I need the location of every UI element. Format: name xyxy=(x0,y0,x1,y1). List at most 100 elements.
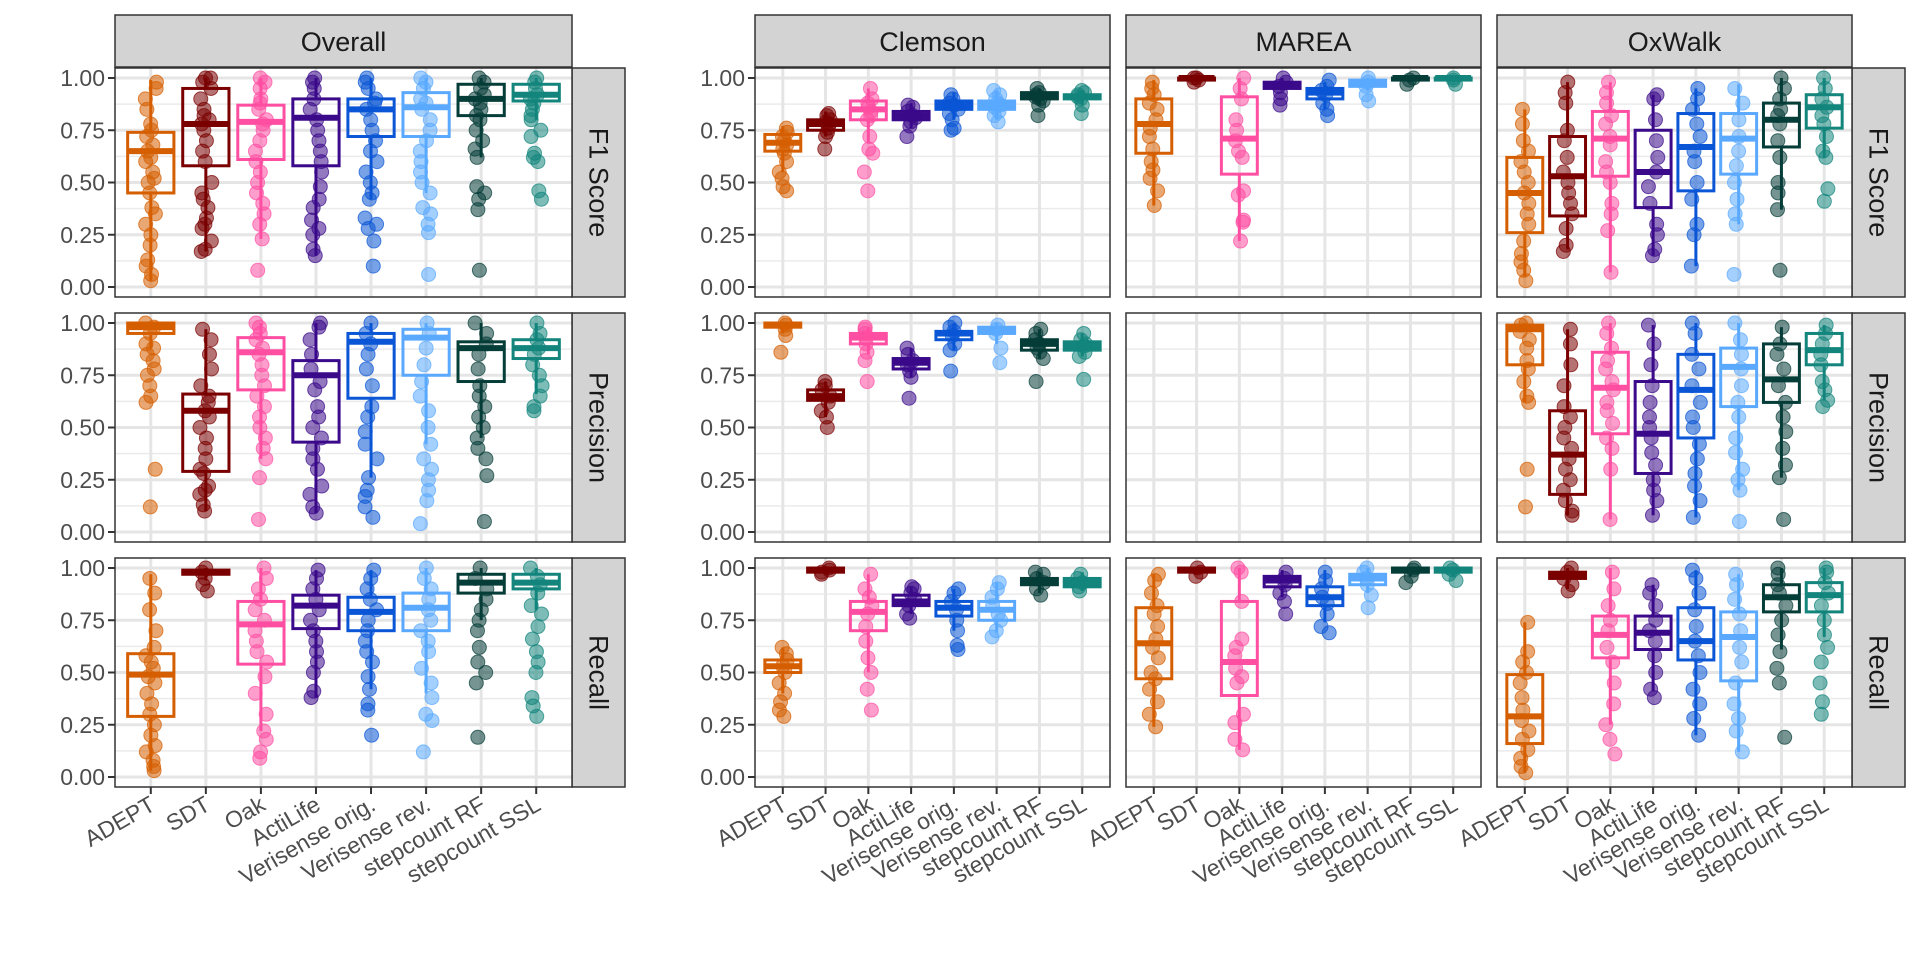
data-point xyxy=(1686,710,1702,726)
data-point xyxy=(1648,457,1664,473)
data-point xyxy=(1727,591,1743,607)
data-point xyxy=(413,70,429,86)
data-point xyxy=(366,562,382,578)
data-point xyxy=(1645,472,1661,488)
x-tick-label: ADEPT xyxy=(712,791,791,852)
data-point xyxy=(478,665,494,680)
data-point xyxy=(1684,346,1700,362)
data-point xyxy=(1820,181,1836,197)
data-point xyxy=(142,499,158,515)
data-point xyxy=(147,585,163,601)
row-strip-label: Precision xyxy=(584,372,614,483)
data-point xyxy=(1228,660,1244,676)
data-point xyxy=(311,191,327,207)
data-point xyxy=(1600,223,1616,239)
data-point xyxy=(470,729,486,745)
box-sdt xyxy=(181,560,231,599)
panel-marea-precision xyxy=(1125,312,1482,543)
box-stepcount-ssl xyxy=(1804,560,1844,722)
data-point xyxy=(256,560,272,576)
data-point xyxy=(1518,315,1534,331)
box-actilife xyxy=(1633,317,1673,523)
data-point xyxy=(359,482,375,498)
data-point xyxy=(1515,702,1531,718)
box-adept xyxy=(1505,614,1545,781)
data-point xyxy=(1073,566,1089,582)
data-point xyxy=(1735,95,1751,111)
row-strip-recall xyxy=(1851,557,1906,788)
data-point xyxy=(1814,694,1830,710)
data-point xyxy=(306,683,322,699)
data-point xyxy=(247,685,263,701)
box-oak xyxy=(1219,70,1259,249)
data-point xyxy=(1685,409,1701,425)
data-point xyxy=(1599,394,1615,410)
data-point xyxy=(307,70,323,86)
data-point xyxy=(1562,321,1578,337)
data-point xyxy=(422,185,438,201)
box-actilife xyxy=(1262,564,1302,622)
data-point xyxy=(1519,388,1535,404)
box-verisense-orig- xyxy=(1676,562,1716,743)
data-point xyxy=(1687,465,1703,481)
box-verisense-orig- xyxy=(346,562,396,743)
x-tick-label: SDT xyxy=(1152,791,1205,837)
column-strip-marea xyxy=(1125,14,1482,68)
data-point xyxy=(418,340,434,356)
data-point xyxy=(1189,560,1205,576)
data-point xyxy=(1777,394,1793,410)
box-actilife xyxy=(1633,577,1673,706)
data-point xyxy=(1690,648,1706,664)
data-point xyxy=(1233,233,1249,249)
data-point xyxy=(357,436,373,452)
data-point xyxy=(253,744,269,760)
box-adept xyxy=(1505,315,1545,515)
data-point xyxy=(363,315,379,331)
column-strip-label: Clemson xyxy=(879,27,986,57)
data-point xyxy=(1728,566,1744,582)
column-strip-label: OxWalk xyxy=(1628,27,1722,57)
box-verisense-orig- xyxy=(346,315,396,525)
data-point xyxy=(859,681,875,697)
data-point xyxy=(531,183,547,199)
data-point xyxy=(1145,141,1161,157)
data-point xyxy=(472,378,488,394)
data-point xyxy=(1692,696,1708,712)
box-verisense-rev- xyxy=(977,83,1017,130)
data-point xyxy=(1648,612,1664,628)
data-point xyxy=(1816,70,1832,86)
box-oak xyxy=(236,70,286,278)
data-point xyxy=(147,461,163,477)
data-point xyxy=(476,514,492,530)
data-point xyxy=(1770,378,1786,394)
row-strip-label: F1 Score xyxy=(1864,128,1894,238)
data-point xyxy=(1647,241,1663,257)
data-point xyxy=(304,212,320,228)
data-point xyxy=(415,200,431,216)
data-point xyxy=(1275,70,1291,86)
box-sdt xyxy=(1548,321,1588,523)
data-point xyxy=(1029,80,1045,96)
data-point xyxy=(1033,321,1049,337)
data-point xyxy=(471,70,487,86)
data-point xyxy=(1727,315,1743,331)
data-point xyxy=(479,468,495,484)
data-point xyxy=(1602,731,1618,747)
box-stepcount-rf xyxy=(1390,560,1430,591)
box-oak xyxy=(1590,315,1630,527)
data-point xyxy=(146,639,162,655)
data-point xyxy=(1648,164,1664,180)
box-stepcount-rf xyxy=(1390,70,1430,92)
data-point xyxy=(860,183,876,199)
data-point xyxy=(1813,706,1829,722)
data-point xyxy=(360,669,376,685)
data-point xyxy=(1769,660,1785,676)
data-point xyxy=(950,581,966,597)
data-point xyxy=(1520,614,1536,630)
y-tick-label: 1.00 xyxy=(60,555,105,581)
data-point xyxy=(1445,70,1461,86)
data-point xyxy=(778,120,794,136)
data-point xyxy=(530,619,546,635)
data-point xyxy=(258,706,274,722)
